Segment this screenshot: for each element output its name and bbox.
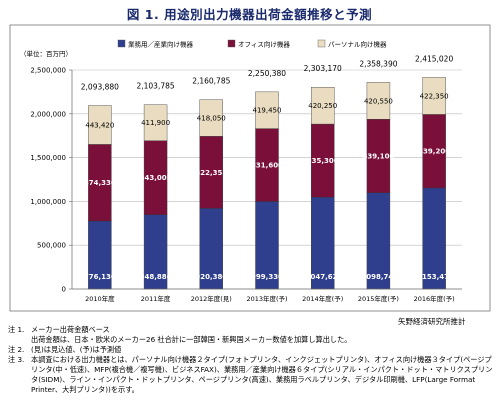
bar-value-label: 843,005 (140, 174, 172, 182)
bar-total-label: 2,358,390 (359, 59, 397, 68)
bar-value-label: 1,047,620 (303, 273, 343, 281)
bar-segment (88, 105, 112, 145)
bar-value-label: 999,330 (251, 273, 283, 281)
legend-swatch (227, 39, 236, 48)
note-text: (見)は見込値、(予)は予測値 (31, 345, 122, 354)
bar-value-label: 443,420 (85, 121, 114, 129)
chart-title: 図 1. 用途別出力機器出荷金額推移と予測 (126, 7, 373, 22)
y-tick-label: 500,000 (37, 242, 66, 250)
bar-total-label: 2,250,380 (248, 69, 286, 78)
bar-value-label: 776,130 (84, 273, 116, 281)
x-tick-label: 2013年度(予) (246, 294, 287, 303)
source-credit: 矢野経済研究所推計 (398, 317, 466, 326)
note-key: 注 2. (8, 345, 25, 354)
bar-value-label: 822,355 (195, 169, 227, 177)
note-key: 注 3. (8, 355, 25, 364)
legend: 業務用／産業向け機器 オフィス向け機器 パーソナル向け機器 (117, 39, 387, 49)
x-axis: 2010年度 2011年度 2012年度(見) 2013年度(予) 2014年度(予) 2… (72, 288, 462, 303)
note-text: 本調査における出力機器とは、パーソナル向け機器２タイプ(フォトプリンタ、インクジ… (31, 355, 493, 394)
note-text: 出荷金額は、日本・欧米のメーカー26 社合計に一部韓国・新興国メーカー数値を加算… (31, 335, 352, 344)
y-axis: 0 500,000 1,000,000 1,500,000 2,000,000 2,500… (30, 67, 73, 294)
legend-swatch (117, 39, 126, 48)
note-key: 注 1. (8, 325, 25, 334)
notes: 注 1. メーカー出荷金額ベース 出荷金額は、日本・欧米のメーカー26 社合計に… (8, 325, 494, 395)
bar-total-label: 2,303,170 (304, 64, 342, 73)
y-tick-label: 0 (62, 286, 66, 294)
bar-value-label: 411,900 (141, 119, 170, 127)
note-text: メーカー出荷金額ベース (31, 325, 110, 334)
y-tick-label: 1,000,000 (30, 198, 66, 206)
y-tick-label: 1,500,000 (30, 154, 66, 162)
bar-value-label: 422,350 (420, 92, 449, 100)
bar-segment (366, 82, 391, 120)
bar-value-label: 874,330 (84, 179, 116, 187)
bar-value-label: 420,250 (308, 102, 337, 110)
chart-frame (9, 24, 491, 312)
bar-value-label: 839,100 (362, 152, 394, 160)
stacked-bar-chart: 業務用／産業向け機器 オフィス向け機器 パーソナル向け機器 0 500,000 1,00… (9, 24, 491, 312)
note-1: 注 1. メーカー出荷金額ベース (8, 325, 494, 335)
unit-label: （単位：百万円） (20, 50, 72, 58)
bar-value-label: 839,200 (418, 148, 450, 156)
bar-total-label: 2,093,880 (81, 83, 119, 92)
bar-value-label: 418,050 (197, 115, 226, 123)
bar-value-label: 920,380 (195, 273, 227, 281)
bar-segment (255, 91, 279, 129)
x-tick-label: 2016年度(予) (414, 294, 455, 303)
note-3: 注 3. 本調査における出力機器とは、パーソナル向け機器２タイプ(フォトプリンタ… (8, 355, 494, 395)
bar-total-label: 2,103,785 (136, 82, 174, 91)
bar-value-label: 420,550 (364, 97, 393, 105)
bar-total-label: 2,160,785 (192, 77, 230, 86)
x-tick-label: 2015年度(予) (358, 294, 399, 303)
bar-total-label: 2,415,020 (415, 54, 453, 63)
bar-value-label: 1,153,470 (414, 273, 454, 281)
bar-value-label: 831,600 (251, 162, 283, 170)
legend-label: 業務用／産業向け機器 (128, 40, 194, 49)
bar-value-label: 1,098,740 (359, 273, 399, 281)
y-tick-label: 2,000,000 (30, 110, 66, 118)
bar-segment (311, 87, 335, 125)
legend-swatch (317, 39, 326, 48)
note-key (8, 335, 31, 345)
bar-value-label: 419,450 (253, 107, 282, 115)
bar-value-label: 848,886 (140, 273, 172, 281)
bar-segment (143, 104, 168, 141)
bar-segment (199, 99, 223, 137)
x-tick-label: 2014年度(予) (302, 294, 343, 303)
x-tick-label: 2011年度 (141, 294, 171, 303)
x-tick-label: 2012年度(見) (191, 294, 232, 303)
bar-value-label: 835,300 (307, 157, 339, 165)
bar-segment (422, 77, 446, 115)
note-2: 注 2. (見)は見込値、(予)は予測値 (8, 345, 494, 355)
y-tick-label: 2,500,000 (30, 67, 66, 75)
legend-label: オフィス向け機器 (238, 40, 290, 49)
legend-label: パーソナル向け機器 (328, 40, 387, 49)
bars: 776,130 874,330 443,420 2,093,880 848,886 843… (81, 54, 454, 290)
x-tick-label: 2010年度 (85, 294, 115, 303)
note-1-cont: 出荷金額は、日本・欧米のメーカー26 社合計に一部韓国・新興国メーカー数値を加算… (8, 335, 494, 345)
